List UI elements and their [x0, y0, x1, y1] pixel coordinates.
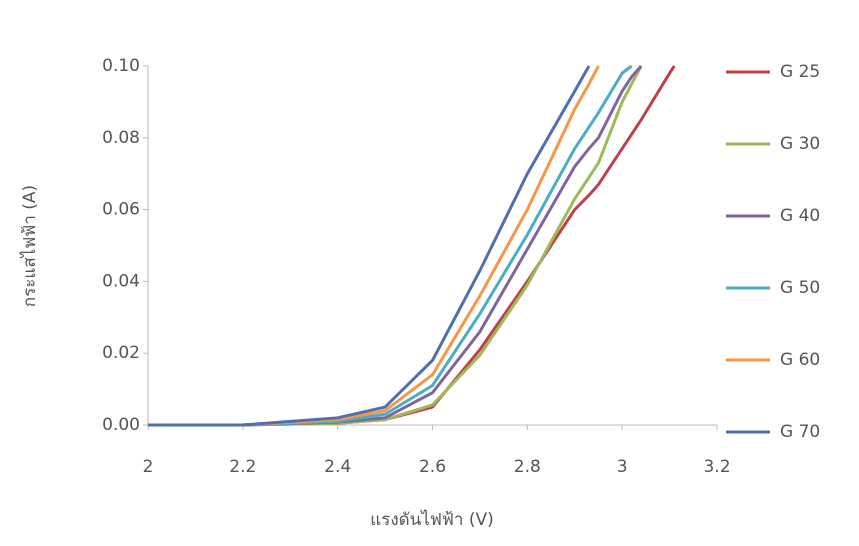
y-tick-label: 0.10 [102, 56, 140, 76]
series-line [148, 65, 591, 427]
y-tick-label: 0.00 [102, 415, 140, 435]
series-line [148, 65, 643, 427]
x-tick-label: 2.4 [324, 457, 351, 477]
legend-label: G 40 [780, 206, 820, 226]
y-tick-label: 0.08 [102, 128, 140, 148]
legend-label: G 60 [780, 350, 820, 370]
y-tick-label: 0.02 [102, 343, 140, 363]
x-tick-label: 2.8 [514, 457, 541, 477]
series-line [148, 65, 643, 427]
x-tick-label: 3.2 [703, 457, 730, 477]
x-tick-label: 2.2 [229, 457, 256, 477]
legend-label: G 25 [780, 62, 820, 82]
legend-label: G 30 [780, 134, 820, 154]
x-tick-label: 3 [617, 457, 628, 477]
y-tick-label: 0.06 [102, 200, 140, 220]
legend-label: G 70 [780, 422, 820, 442]
x-tick-label: 2 [143, 457, 154, 477]
x-tick-label: 2.6 [419, 457, 446, 477]
y-axis-title: กระแสไฟฟ้า (A) [19, 185, 40, 307]
legend-label: G 50 [780, 278, 820, 298]
y-tick-label: 0.04 [102, 271, 140, 291]
x-axis-title: แรงดันไฟฟ้า (V) [370, 509, 494, 530]
